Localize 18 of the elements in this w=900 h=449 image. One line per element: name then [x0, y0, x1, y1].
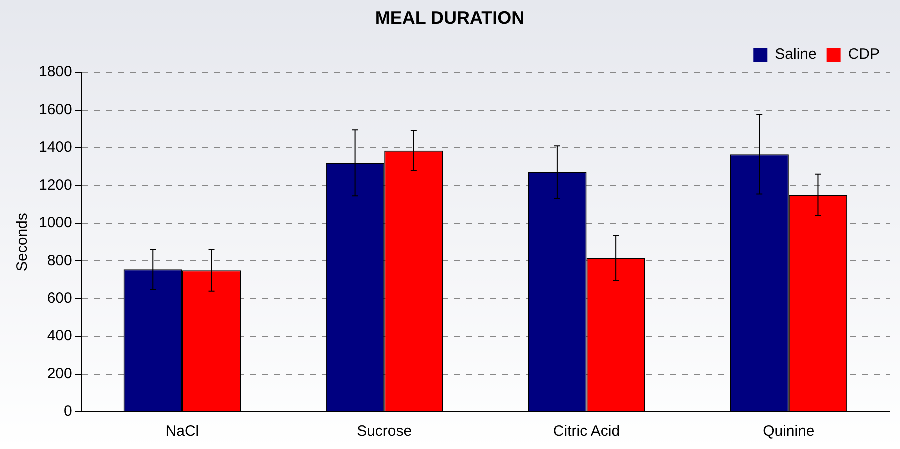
- y-tick-label: 400: [47, 328, 72, 345]
- x-tick-label: Citric Acid: [553, 423, 620, 440]
- y-tick-label: 1800: [38, 64, 72, 81]
- x-tick-label: NaCl: [166, 423, 200, 440]
- x-tick-label: Quinine: [763, 423, 815, 440]
- y-tick-label: 1400: [38, 139, 72, 156]
- y-tick-label: 1000: [38, 214, 72, 232]
- x-tick-label: Sucrose: [357, 423, 412, 440]
- y-tick-label: 800: [47, 252, 72, 270]
- y-tick-label: 1200: [38, 176, 72, 194]
- legend-label: CDP: [848, 46, 880, 64]
- chart-title: MEAL DURATION: [375, 8, 525, 28]
- y-tick-label: 200: [47, 365, 72, 382]
- y-axis-title: Seconds: [14, 213, 32, 272]
- y-tick-label: 1600: [38, 101, 72, 118]
- y-tick-label: 600: [47, 290, 72, 308]
- y-tick-label: 0: [64, 403, 72, 420]
- legend-label: Saline: [775, 46, 817, 64]
